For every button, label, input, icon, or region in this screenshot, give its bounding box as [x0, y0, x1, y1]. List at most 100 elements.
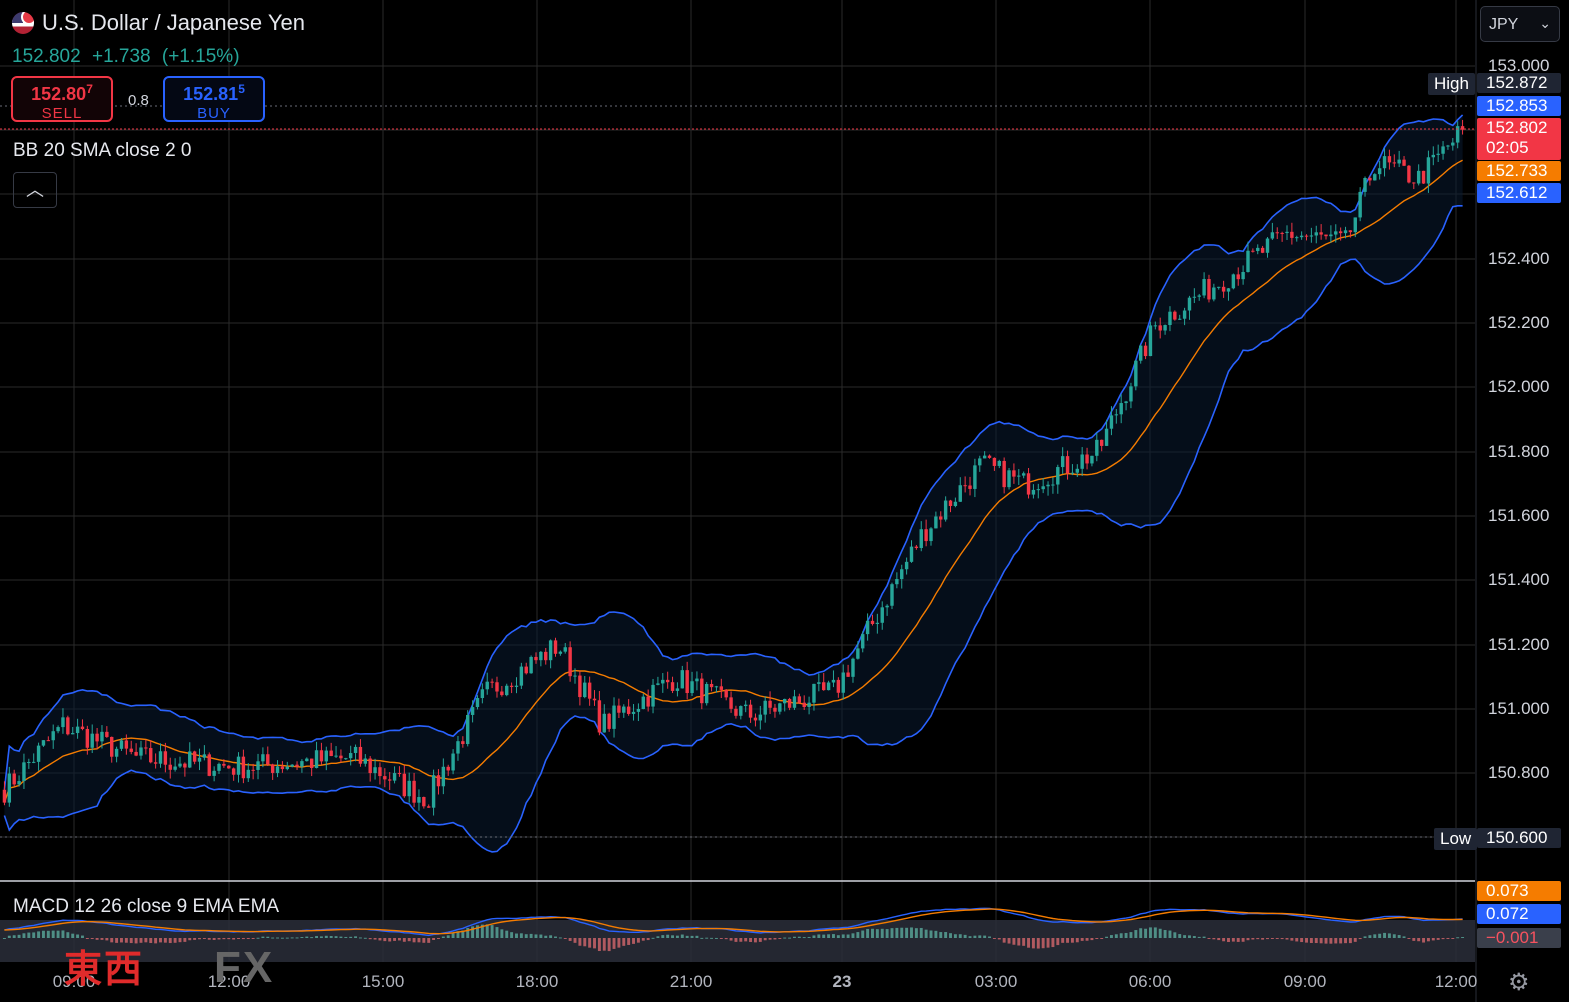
candle	[1197, 293, 1201, 301]
macd-hist-bar	[1124, 932, 1128, 938]
macd-hist-bar	[1197, 936, 1201, 938]
candle	[895, 572, 899, 589]
candle-body	[1329, 234, 1333, 237]
candle-body	[256, 761, 260, 770]
candle-body	[427, 806, 431, 808]
macd-hist-bar	[529, 933, 533, 938]
macd-hist-bar	[251, 938, 255, 939]
candle	[558, 650, 563, 656]
candle-body	[826, 682, 831, 691]
macd-legend[interactable]: MACD 12 26 close 9 EMA EMA	[13, 896, 280, 917]
macd-hist-bar	[856, 932, 860, 938]
candle-body	[719, 686, 724, 690]
candle	[1421, 170, 1426, 184]
candle	[934, 511, 938, 529]
candle-body	[1217, 286, 1221, 288]
macd-hist-bar	[110, 938, 114, 943]
candle	[973, 458, 977, 498]
candle-body	[407, 780, 411, 797]
gear-icon[interactable]: ⚙	[1508, 969, 1530, 996]
time-tick-label: 15:00	[361, 972, 405, 991]
macd-line-tag: 0.072	[1477, 904, 1561, 924]
currency-selector[interactable]: JPY ⌄	[1480, 6, 1560, 42]
candle-body	[592, 698, 597, 701]
candle	[1138, 344, 1143, 364]
macd-hist-bar	[871, 928, 874, 938]
candle	[358, 739, 363, 767]
bollinger-legend[interactable]: BB 20 SMA close 2 0	[13, 140, 192, 161]
candle-body	[275, 766, 280, 773]
candle	[1236, 267, 1240, 286]
macd-hist-bar	[973, 935, 977, 938]
macd-hist-bar	[193, 938, 197, 940]
candle	[1431, 146, 1436, 166]
candle	[368, 756, 372, 782]
candle	[1387, 149, 1392, 170]
macd-hist-bar	[719, 938, 723, 939]
macd-hist-bar	[427, 938, 431, 943]
candle-body	[392, 773, 397, 781]
candle-body	[378, 767, 382, 777]
macd-hist-bar	[1070, 938, 1074, 943]
candle	[704, 682, 709, 706]
candle-body	[383, 776, 387, 780]
candle-body	[1387, 156, 1392, 163]
candle-body	[402, 773, 407, 797]
candle	[1114, 409, 1119, 424]
candle	[1343, 226, 1348, 239]
candle	[1046, 481, 1050, 496]
candle	[724, 689, 728, 701]
candle	[168, 757, 172, 779]
macd-hist-bar	[1441, 938, 1445, 940]
candle	[641, 693, 645, 710]
time-tick-label: 12:00	[207, 972, 251, 991]
candle	[505, 683, 509, 697]
candle-body	[12, 773, 16, 785]
candle	[290, 764, 294, 768]
candle-body	[461, 741, 465, 745]
candle	[529, 655, 533, 674]
macd-hist-bar	[168, 938, 172, 944]
macd-hist-bar	[1095, 938, 1099, 939]
candle-body	[1065, 456, 1070, 474]
macd-hist-bar	[1451, 938, 1455, 939]
macd-hist-bar	[1105, 936, 1109, 938]
macd-hist-bar	[997, 938, 1001, 940]
macd-hist-bar	[568, 938, 572, 941]
candle-body	[758, 714, 763, 721]
candle	[197, 748, 202, 771]
macd-hist-bar	[1056, 938, 1060, 946]
macd-hist-bar	[1061, 938, 1065, 943]
candle	[41, 740, 46, 747]
candle	[1060, 447, 1065, 474]
symbol-title[interactable]: U.S. Dollar / Japanese Yen	[12, 10, 305, 36]
macd-hist-bar	[1134, 930, 1138, 938]
candle	[534, 652, 538, 664]
candle-body	[982, 455, 987, 459]
macd-hist-bar	[1422, 938, 1426, 943]
macd-hist-bar	[861, 930, 865, 938]
macd-hist-bar	[188, 938, 192, 941]
candle-body	[885, 605, 889, 608]
macd-hist-bar	[485, 924, 489, 938]
buy-button[interactable]: 152.815 BUY	[163, 76, 265, 122]
macd-hist-bar	[700, 937, 704, 939]
candle-body	[607, 713, 611, 729]
candle	[875, 613, 880, 634]
candle	[958, 477, 962, 502]
macd-hist-bar	[1227, 938, 1230, 943]
macd-signal-line	[4, 908, 1463, 935]
bb-lower-tag: 152.612	[1477, 183, 1561, 203]
macd-hist-bar	[212, 938, 216, 940]
candle-body	[1314, 232, 1318, 236]
sell-button[interactable]: 152.807 SELL	[11, 76, 113, 122]
candle	[431, 769, 436, 816]
candle	[802, 695, 806, 710]
macd-hist-bar	[256, 937, 260, 939]
macd-hist-bar	[958, 934, 962, 938]
time-tick-label: 21:00	[669, 972, 713, 991]
collapse-legend-button[interactable]: ︿	[13, 172, 57, 208]
candle	[285, 761, 289, 771]
macd-hist-bar	[768, 938, 772, 940]
